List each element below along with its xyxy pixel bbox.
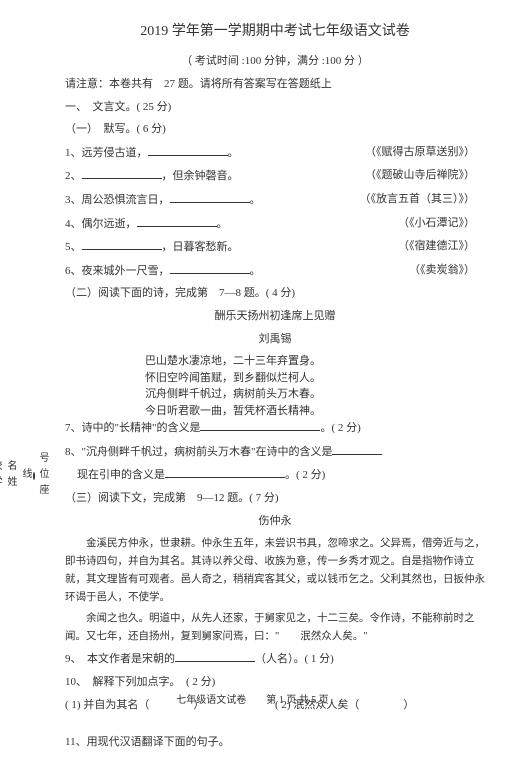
q1: 1、远芳侵古道，。 （《赋得古原草送别》） (65, 144, 485, 163)
blank (200, 419, 320, 431)
q8: 8、"沉舟侧畔千帆过，病树前头万木春"在诗中的含义是 (65, 443, 485, 462)
q8b-text: 现在引申的含义是 (77, 469, 165, 481)
q9-score: （人名）。( 1 分) (255, 653, 334, 665)
q5-ref: （《宿建德江》） (398, 238, 475, 256)
section-1-1: （一） 默写。( 6 分) (65, 121, 485, 139)
binding-margin: 号位座 线 名姓 校学 封 级班 密 校学 (20, 80, 50, 630)
q4-text: 偶尔远逝， (82, 218, 137, 230)
q2: 2、 ，但余钟磬音。 （《题破山寺后禅院》） (65, 167, 485, 186)
q5-text: ，日暮客愁新。 (162, 241, 239, 253)
poem-l1: 巴山楚水凄凉地，二十三年弃置身。 (145, 353, 485, 370)
q1-text: 远芳侵古道， (82, 147, 148, 159)
blank (170, 262, 250, 274)
q5-num: 5、 (65, 241, 82, 253)
margin-seat: 号位座 (35, 452, 50, 500)
blank (148, 144, 228, 156)
exam-content: 2019 学年第一学期期中考试七年级语文试卷 （ 考试时间 :100 分钟，满分… (65, 20, 485, 757)
margin-school: 校学 (0, 460, 3, 492)
q7-text: 7、诗中的"长精神"的含义是 (65, 422, 200, 434)
section-1-3: （三）阅读下文，完成第 9—12 题。( 7 分) (65, 490, 485, 508)
q9-text: 9、 本文作者是宋朝的 (65, 653, 175, 665)
q2-ref: （《题破山寺后禅院》） (365, 167, 475, 185)
q8-text: 8、"沉舟侧畔千帆过，病树前头万木春"在诗中的含义是 (65, 446, 332, 458)
poem-body: 巴山楚水凄凉地，二十三年弃置身。 怀旧空吟闻笛赋，到乡翻似烂柯人。 沉舟侧畔千帆… (65, 353, 485, 419)
q4-ref: （《小石潭记》） (398, 215, 475, 233)
q3: 3、周公恐惧流言日，。 （《放言五首（其三）》） (65, 191, 485, 210)
poem-author: 刘禹锡 (65, 331, 485, 349)
poem-l4: 今日听君歌一曲，暂凭杯酒长精神。 (145, 403, 485, 420)
blank (165, 466, 285, 478)
q4-num: 4、 (65, 218, 82, 230)
blank (82, 167, 162, 179)
q5: 5、 ，日暮客愁新。 （《宿建德江》） (65, 238, 485, 257)
section-1-2: （二）阅读下面的诗，完成第 7—8 题。( 4 分) (65, 285, 485, 303)
q2-num: 2、 (65, 170, 82, 182)
q1-ref: （《赋得古原草送别》） (365, 144, 475, 162)
q6-num: 6、 (65, 265, 82, 277)
passage-2: 余闻之也久。明道中，从先人还家，于舅家见之，十二三矣。令作诗，不能称前时之闻。又… (65, 610, 485, 646)
q3-num: 3、 (65, 194, 82, 206)
q4: 4、偶尔远逝，。 （《小石潭记》） (65, 215, 485, 234)
q3-ref: （《放言五首（其三）》） (360, 191, 476, 209)
q3-text: 周公恐惧流言日， (82, 194, 170, 206)
margin-labels: 号位座 线 名姓 校学 封 级班 密 校学 (20, 442, 50, 510)
q10: 10、 解释下列加点字。 ( 2 分) (65, 674, 485, 692)
q6: 6、夜来城外一尺雪，。 （《卖炭翁》） (65, 262, 485, 281)
q6-text: 夜来城外一尺雪， (82, 265, 170, 277)
blank (175, 650, 255, 662)
q8-score: 。( 2 分) (285, 469, 325, 481)
q11: 11、用现代汉语翻译下面的句子。 (65, 734, 485, 752)
blank (82, 238, 162, 250)
blank (332, 443, 382, 455)
blank (137, 215, 217, 227)
q2-text: ，但余钟磬音。 (162, 170, 239, 182)
q7: 7、诗中的"长精神"的含义是 。( 2 分) (65, 419, 485, 438)
passage-title: 伤仲永 (65, 513, 485, 531)
poem-l3: 沉舟侧畔千帆过，病树前头万木春。 (145, 386, 485, 403)
q9: 9、 本文作者是宋朝的 （人名）。( 1 分) (65, 650, 485, 669)
poem-title: 酬乐天扬州初逢席上见赠 (65, 308, 485, 326)
q6-ref: （《卖炭翁》） (409, 262, 475, 280)
blank (170, 191, 250, 203)
exam-info: （ 考试时间 :100 分钟，满分 :100 分 ） (65, 52, 485, 68)
circle-icon (33, 472, 35, 480)
q7-score: 。( 2 分) (320, 422, 360, 434)
passage-1: 金溪民方仲永，世隶耕。仲永生五年，未尝识书具，忽啼求之。父异焉，借旁近与之，即书… (65, 535, 485, 606)
notice: 请注意：本卷共有 27 题。请将所有答案写在答题纸上 (65, 76, 485, 94)
exam-title: 2019 学年第一学期期中考试七年级语文试卷 (65, 20, 485, 40)
q1-num: 1、 (65, 147, 82, 159)
section-1: 一、 文言文。( 25 分) (65, 99, 485, 117)
poem-l2: 怀旧空吟闻笛赋，到乡翻似烂柯人。 (145, 370, 485, 387)
margin-line: 线 (18, 468, 33, 484)
q8b: 现在引申的含义是 。( 2 分) (65, 466, 485, 485)
page-footer: 七年级语文试卷 第 1 页 共 5 页 (0, 691, 505, 706)
margin-name: 名姓 (3, 460, 18, 492)
